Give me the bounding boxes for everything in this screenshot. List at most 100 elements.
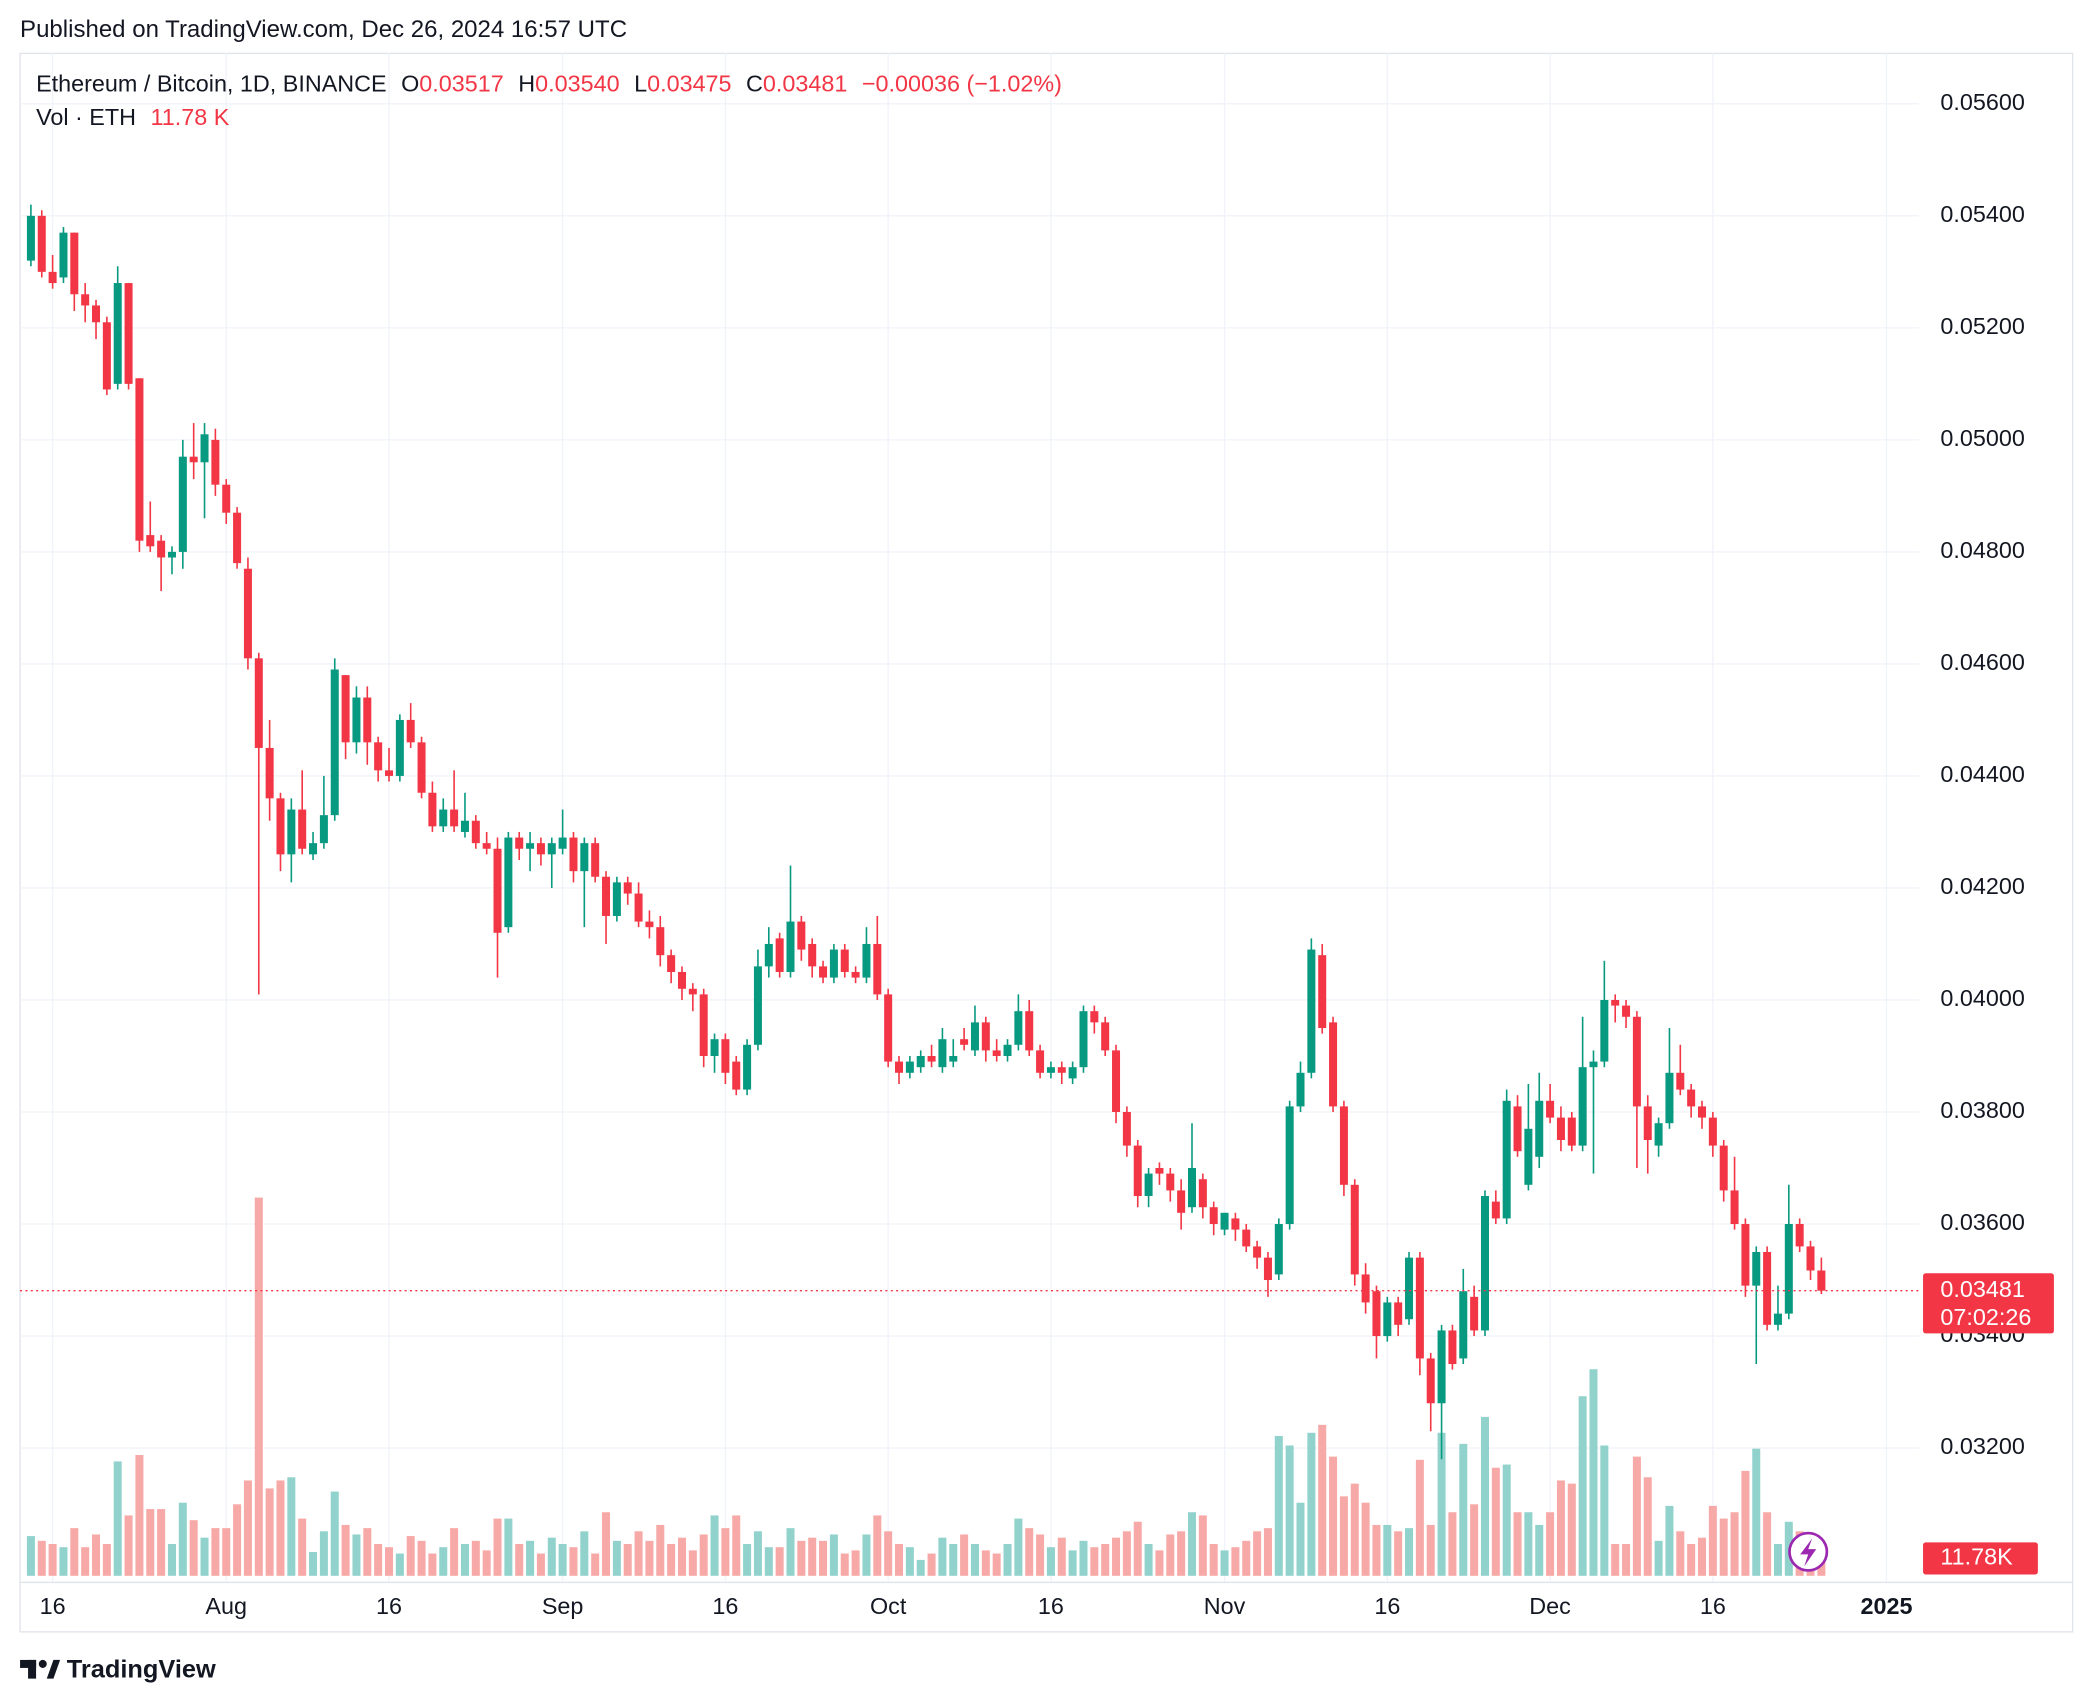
candle-body — [211, 439, 220, 485]
replay-icon[interactable] — [1788, 1531, 1829, 1572]
volume-bar — [688, 1550, 697, 1576]
volume-bar — [167, 1544, 176, 1576]
candle-body — [1480, 1196, 1489, 1331]
volume-bar — [1339, 1496, 1348, 1576]
volume-bar — [1763, 1512, 1772, 1576]
candle-body — [1383, 1302, 1392, 1337]
y-tick-label: 0.03600 — [1940, 1209, 2024, 1235]
volume-bar — [1730, 1512, 1739, 1576]
volume-bar — [1611, 1544, 1620, 1576]
candle-body — [526, 843, 535, 849]
volume-bar — [211, 1528, 220, 1576]
volume-bar — [1578, 1396, 1587, 1576]
volume-bar — [1090, 1547, 1099, 1576]
volume-bar — [417, 1540, 426, 1576]
volume-bar — [1687, 1544, 1696, 1576]
candle-body — [1773, 1313, 1782, 1325]
volume-bar — [634, 1531, 643, 1576]
volume-bar — [764, 1547, 773, 1576]
candle-body — [764, 943, 773, 967]
legend-volume: Vol · ETH 11.78 K — [36, 104, 230, 130]
candle-body — [1220, 1212, 1229, 1230]
volume-bar — [200, 1537, 209, 1576]
volume-bar — [515, 1544, 524, 1576]
candle-body — [829, 949, 838, 978]
volume-bar — [656, 1524, 665, 1576]
volume-bar — [1491, 1467, 1500, 1576]
candle-body — [569, 837, 578, 872]
volume-bar — [536, 1553, 545, 1576]
volume-bar — [1296, 1502, 1305, 1576]
x-tick-label: 16 — [1700, 1593, 1726, 1619]
volume-bar — [1546, 1512, 1555, 1576]
volume-bar — [1600, 1445, 1609, 1576]
candle-body — [949, 1055, 958, 1062]
volume-bar — [884, 1531, 893, 1576]
volume-bar — [1480, 1416, 1489, 1576]
volume-bar — [1676, 1531, 1685, 1576]
volume-bar — [1329, 1456, 1338, 1576]
open-value: 0.03517 — [419, 71, 503, 97]
y-tick-label: 0.03200 — [1940, 1433, 2024, 1459]
y-tick-label: 0.04000 — [1940, 985, 2024, 1011]
volume-bar — [1057, 1537, 1066, 1576]
volume-bar — [92, 1534, 101, 1576]
candle-body — [1177, 1190, 1186, 1213]
volume-bar — [1046, 1547, 1055, 1576]
candle-body — [547, 843, 556, 855]
candle-body — [602, 876, 611, 916]
candle-body — [1339, 1106, 1348, 1185]
volume-bar — [460, 1544, 469, 1576]
volume-bar — [374, 1544, 383, 1576]
candle-body — [1253, 1246, 1262, 1258]
candle-body — [428, 792, 437, 827]
candle-body — [233, 512, 242, 564]
volume-bar — [428, 1553, 437, 1576]
candle-body — [1285, 1106, 1294, 1225]
low-value: 0.03475 — [647, 71, 731, 97]
candle-body — [298, 809, 307, 849]
volume-bar — [243, 1480, 252, 1576]
candle-body — [1730, 1190, 1739, 1225]
candle-body — [363, 697, 372, 743]
volume-bar — [1036, 1534, 1045, 1576]
candle-body — [157, 540, 166, 558]
volume-bar — [1643, 1477, 1652, 1576]
candle-body — [37, 215, 46, 272]
volume-bar — [732, 1515, 741, 1576]
volume-bar — [1437, 1432, 1446, 1576]
volume-bar — [1589, 1369, 1598, 1576]
volume-bar — [602, 1512, 611, 1576]
candle-body — [1502, 1100, 1511, 1219]
candle-body — [1025, 1011, 1034, 1051]
legend-ohlc: Ethereum / Bitcoin, 1D, BINANCE O0.03517… — [36, 71, 1062, 97]
volume-bar — [1068, 1550, 1077, 1576]
x-tick-label: 16 — [1038, 1593, 1064, 1619]
volume-bar — [265, 1488, 274, 1576]
volume-bar — [591, 1553, 600, 1576]
volume-bar — [1383, 1524, 1392, 1576]
x-tick-label: 16 — [1374, 1593, 1400, 1619]
candle-body — [1144, 1173, 1153, 1197]
candle-body — [1036, 1050, 1045, 1073]
candle-body — [352, 697, 361, 743]
candle-body — [1589, 1061, 1598, 1068]
candle-body — [1719, 1145, 1728, 1191]
candle-body — [536, 843, 545, 855]
candle-body — [1654, 1123, 1663, 1146]
volume-bar — [677, 1537, 686, 1576]
candle-body — [254, 658, 263, 748]
low-label: L — [634, 71, 647, 97]
candle-body — [493, 848, 502, 933]
countdown-label: 07:02:26 — [1940, 1304, 2031, 1330]
volume-bar — [1719, 1518, 1728, 1576]
volume-bar — [59, 1547, 68, 1576]
volume-bar — [753, 1531, 762, 1576]
candle-body — [309, 843, 318, 855]
candle-body — [319, 815, 328, 844]
volume-bar — [667, 1544, 676, 1576]
volume-bar — [895, 1544, 904, 1576]
volume-bar — [493, 1518, 502, 1576]
volume-bar — [808, 1537, 817, 1576]
footer-brand: TradingView — [67, 1655, 216, 1683]
